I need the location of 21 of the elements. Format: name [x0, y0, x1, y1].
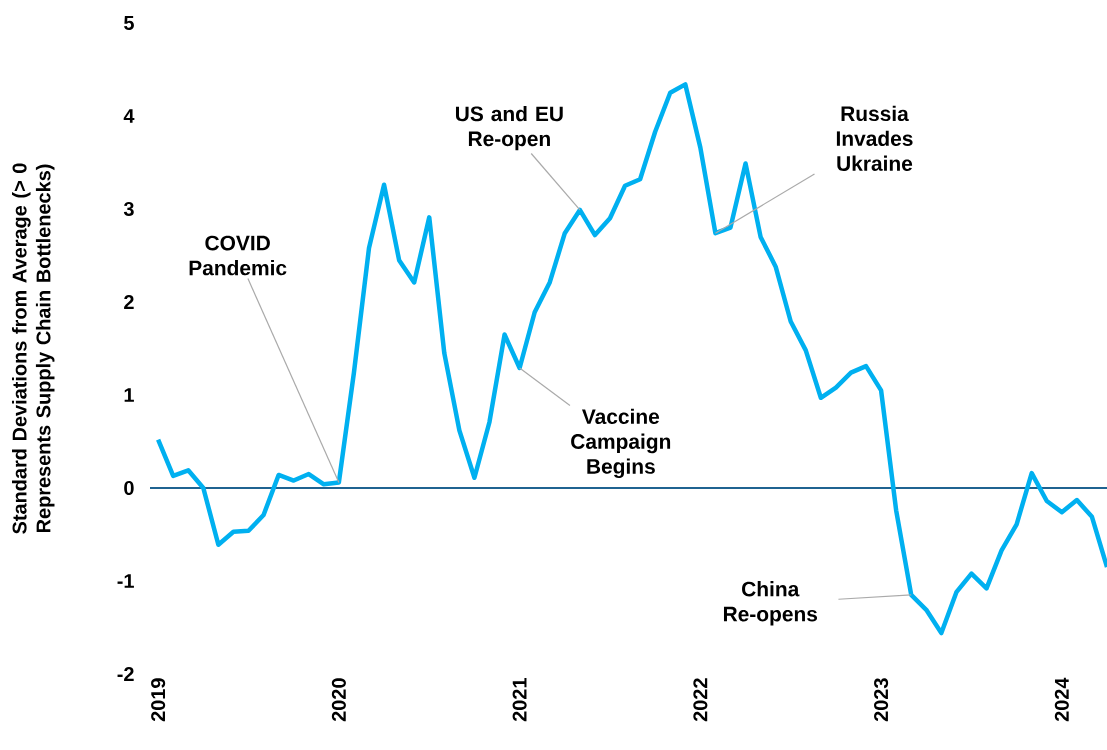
y-axis-title: Standard Deviations from Average (> 0 Represents Supply Chain Bottlenecks) [12, 163, 55, 534]
annotation: Vaccine Campaign Begins [571, 408, 671, 479]
y-tick-label: 1 [124, 388, 134, 402]
y-tick-label: 3 [123, 201, 134, 217]
x-tick-label: 2020 [331, 678, 346, 722]
annotation: China Re-opens [723, 581, 818, 626]
annotation: Russia Invades Ukraine [836, 105, 913, 171]
y-tick-label: 5 [124, 16, 134, 30]
x-tick-label: 2023 [874, 678, 889, 722]
x-tick-label: 2022 [693, 678, 708, 722]
x-tick-label: 2021 [512, 678, 527, 722]
y-tick-label: -1 [117, 574, 134, 588]
x-tick-label: 2019 [151, 678, 166, 722]
y-tick-label: 0 [124, 480, 134, 496]
annotation: US and EU Re-open [455, 105, 563, 151]
y-tick-label: 2 [124, 295, 134, 309]
x-tick-label: 2024 [1054, 677, 1069, 722]
line-series [155, 82, 1107, 636]
annotation: COVID Pandemic [189, 235, 287, 276]
y-tick-label: 4 [123, 109, 135, 123]
y-tick-label: -2 [117, 667, 134, 681]
